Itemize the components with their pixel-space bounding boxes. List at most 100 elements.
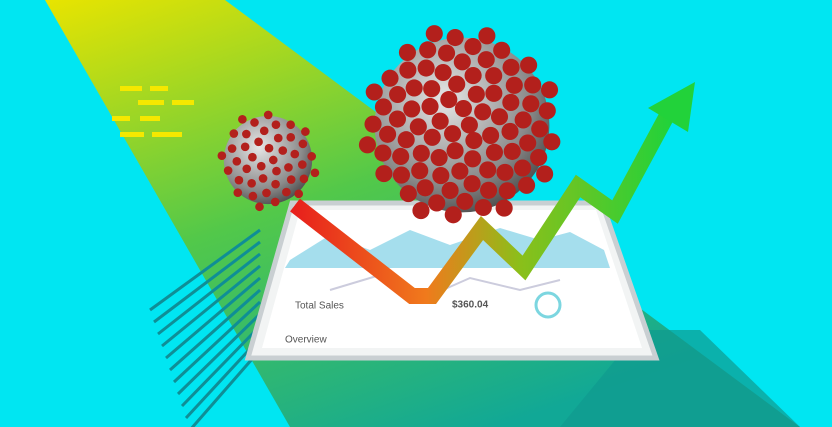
spike bbox=[490, 108, 509, 126]
spike bbox=[543, 133, 561, 151]
spike bbox=[524, 76, 542, 94]
spike bbox=[233, 188, 243, 197]
spike bbox=[502, 58, 520, 76]
spike bbox=[453, 53, 471, 71]
spike bbox=[299, 174, 309, 184]
spike bbox=[485, 84, 503, 102]
spike bbox=[375, 165, 393, 183]
spike bbox=[485, 143, 504, 161]
spike bbox=[520, 56, 538, 74]
spike bbox=[232, 156, 242, 166]
spike bbox=[480, 181, 498, 199]
spike bbox=[238, 114, 247, 124]
stripe bbox=[172, 300, 262, 384]
spike bbox=[464, 150, 482, 168]
spike bbox=[454, 99, 472, 118]
stripe bbox=[161, 264, 261, 348]
spike bbox=[294, 189, 304, 199]
spike bbox=[398, 43, 416, 61]
spike bbox=[540, 81, 559, 99]
spike bbox=[514, 111, 532, 129]
spike bbox=[531, 120, 549, 138]
spike bbox=[421, 97, 439, 116]
spike bbox=[440, 91, 458, 109]
spike bbox=[284, 163, 293, 172]
spike bbox=[430, 149, 448, 167]
spike bbox=[374, 144, 392, 162]
spike bbox=[364, 115, 382, 133]
spike bbox=[431, 112, 449, 130]
spike bbox=[374, 98, 392, 116]
spike bbox=[464, 37, 482, 56]
spike bbox=[446, 28, 464, 47]
stripe bbox=[149, 228, 261, 312]
spike bbox=[536, 165, 554, 183]
spike bbox=[290, 149, 300, 159]
spike bbox=[444, 206, 462, 224]
spike bbox=[405, 79, 423, 97]
spike bbox=[286, 175, 296, 184]
spike bbox=[389, 85, 407, 104]
spike bbox=[448, 75, 466, 93]
spike bbox=[259, 126, 269, 136]
spike bbox=[463, 175, 481, 193]
spike bbox=[217, 151, 227, 161]
spike bbox=[397, 131, 415, 149]
spike bbox=[428, 194, 446, 212]
spike bbox=[358, 136, 376, 154]
stripe bbox=[157, 252, 261, 336]
spike bbox=[482, 126, 500, 144]
spike bbox=[495, 199, 513, 217]
spike bbox=[365, 83, 383, 101]
spike bbox=[256, 161, 266, 171]
dashes bbox=[112, 86, 194, 137]
spike bbox=[301, 127, 310, 136]
spike bbox=[423, 128, 441, 146]
stripe bbox=[176, 312, 262, 396]
overview-label: Overview bbox=[285, 335, 327, 346]
spike bbox=[417, 59, 435, 77]
spike bbox=[479, 161, 497, 179]
sales-label: Total Sales bbox=[295, 301, 344, 312]
amount-label: $360.04 bbox=[452, 300, 489, 311]
virus-small bbox=[217, 110, 320, 212]
spike bbox=[474, 198, 492, 217]
spike bbox=[493, 41, 511, 59]
spike bbox=[446, 142, 464, 160]
spike bbox=[392, 166, 411, 184]
spike bbox=[255, 202, 264, 212]
spike bbox=[240, 142, 250, 152]
spike bbox=[485, 67, 503, 85]
spike bbox=[258, 174, 268, 183]
spike bbox=[432, 166, 450, 185]
spike bbox=[438, 44, 456, 62]
spike bbox=[441, 181, 459, 199]
spike bbox=[223, 166, 233, 175]
stripe bbox=[169, 288, 261, 372]
spike bbox=[456, 192, 474, 210]
spike bbox=[496, 163, 514, 181]
spike bbox=[229, 129, 239, 138]
stripe bbox=[165, 276, 261, 360]
spike bbox=[464, 67, 482, 85]
spike bbox=[412, 144, 430, 162]
spike bbox=[498, 182, 516, 200]
spike bbox=[286, 133, 296, 142]
spike bbox=[503, 142, 521, 160]
spike bbox=[379, 125, 397, 143]
virus-big bbox=[358, 25, 561, 224]
spike bbox=[411, 162, 429, 180]
spike bbox=[502, 93, 520, 111]
spike bbox=[460, 116, 478, 134]
spike bbox=[423, 80, 441, 98]
spike bbox=[478, 27, 496, 45]
spike bbox=[519, 134, 537, 152]
stripe bbox=[190, 349, 262, 427]
spike bbox=[403, 100, 421, 118]
spike bbox=[465, 131, 483, 150]
spike bbox=[538, 102, 556, 120]
spike bbox=[530, 148, 548, 167]
spike bbox=[451, 162, 469, 180]
